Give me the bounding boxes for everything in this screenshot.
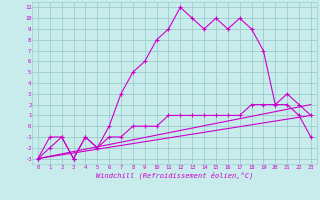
X-axis label: Windchill (Refroidissement éolien,°C): Windchill (Refroidissement éolien,°C) — [96, 172, 253, 179]
